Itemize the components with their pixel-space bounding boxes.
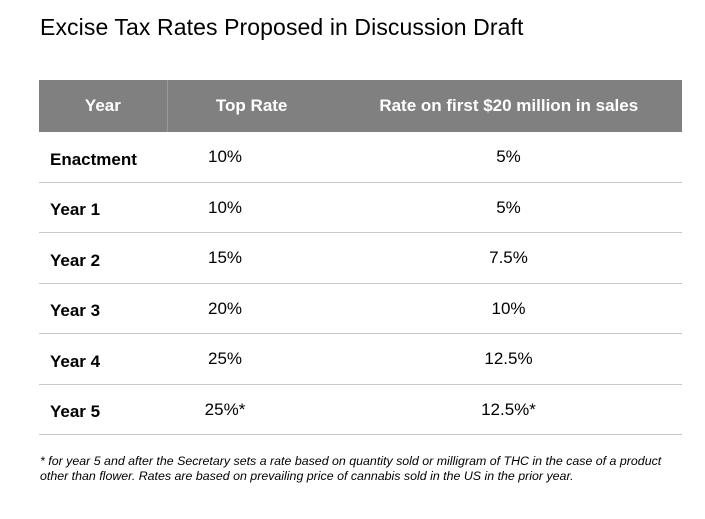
row-top-rate: 15% [207,248,243,267]
table-row: Year 3 20% 10% [39,284,682,334]
row-year: Year 1 [50,200,101,220]
table-header: Year Top Rate Rate on first $20 million … [39,80,682,132]
table-row: Year 5 25%* 12.5%* [39,385,682,435]
table-row: Year 4 25% 12.5% [39,334,682,385]
row-first-20m-rate: 7.5% [489,248,528,267]
row-first-20m-rate: 12.5%* [481,399,536,419]
header-first-20m-rate: Rate on first $20 million in sales [379,96,639,115]
table-row: Year 1 10% 5% [39,183,682,233]
row-top-rate: 25%* [204,399,246,419]
row-top-rate: 25% [207,349,243,368]
row-first-20m-rate: 10% [491,298,526,318]
row-year: Year 4 [50,351,101,371]
row-first-20m-rate: 12.5% [484,349,533,368]
excise-tax-table: Year Top Rate Rate on first $20 million … [39,80,682,435]
row-year: Year 5 [50,402,101,422]
row-top-rate: 20% [207,298,243,318]
row-year: Year 3 [50,301,101,321]
header-year: Year [39,80,168,132]
row-top-rate: 10% [207,147,243,166]
footnote: * for year 5 and after the Secretary set… [40,454,662,483]
row-year: Enactment [50,149,137,169]
table-row: Enactment 10% 5% [39,132,682,183]
table-row: Year 2 15% 7.5% [39,233,682,284]
row-top-rate: 10% [207,197,243,217]
row-first-20m-rate: 5% [496,197,521,217]
row-first-20m-rate: 5% [496,147,521,166]
header-top-rate: Top Rate [215,96,288,115]
page-title: Excise Tax Rates Proposed in Discussion … [40,14,524,40]
row-year: Year 2 [50,250,101,270]
